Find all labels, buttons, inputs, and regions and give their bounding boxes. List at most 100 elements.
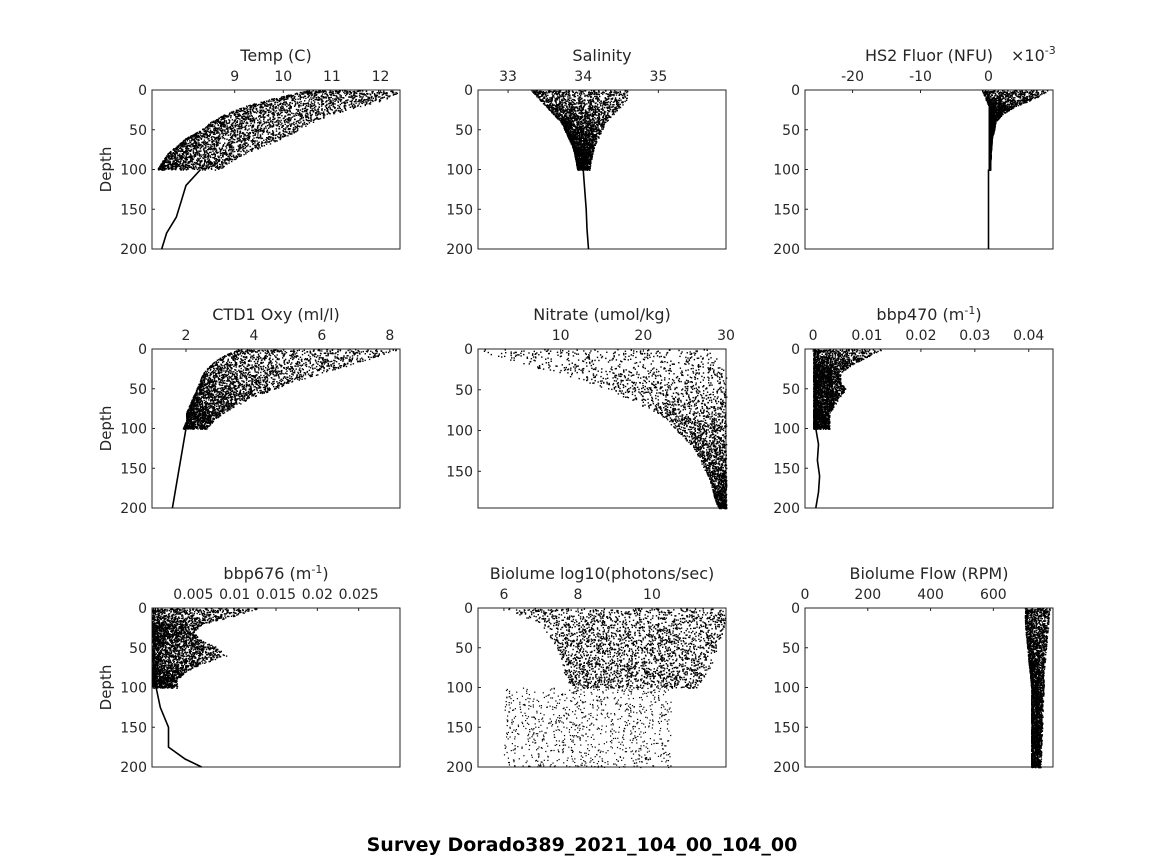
data-point: [578, 162, 580, 164]
data-point: [200, 150, 202, 152]
x-tick-label: 10: [274, 69, 292, 85]
data-point: [175, 147, 177, 149]
data-point: [216, 159, 218, 161]
data-point: [602, 109, 604, 111]
data-point: [173, 160, 175, 162]
data-point: [228, 149, 230, 151]
data-point: [302, 104, 304, 107]
data-point: [598, 121, 601, 124]
data-point: [165, 167, 168, 170]
data-point: [222, 123, 224, 125]
data-point: [311, 102, 313, 105]
data-point: [617, 91, 619, 94]
data-point: [184, 168, 186, 170]
data-point: [300, 121, 302, 123]
data-point: [251, 124, 254, 127]
data-point: [343, 105, 346, 107]
data-point: [209, 133, 211, 135]
data-point: [312, 111, 314, 113]
data-point: [561, 103, 563, 106]
data-point: [369, 103, 372, 105]
data-point: [266, 139, 268, 142]
data-point: [261, 104, 263, 106]
data-point: [189, 160, 191, 163]
data-point: [275, 134, 277, 137]
data-point: [181, 145, 183, 147]
data-point: [239, 148, 241, 150]
data-point: [218, 127, 221, 129]
data-point: [184, 144, 186, 146]
data-point: [612, 101, 615, 103]
data-point: [225, 154, 228, 156]
data-point: [371, 95, 373, 98]
data-point: [205, 147, 207, 149]
data-point: [251, 105, 253, 107]
data-point: [258, 116, 260, 118]
data-point: [332, 104, 334, 106]
data-point: [289, 106, 291, 108]
data-point: [290, 107, 292, 109]
data-point: [310, 95, 313, 97]
data-point: [348, 96, 350, 98]
data-point: [171, 168, 173, 170]
data-point: [218, 168, 220, 170]
data-point: [310, 92, 313, 94]
data-point: [332, 92, 335, 95]
data-point: [271, 121, 274, 123]
data-point: [204, 135, 206, 137]
data-point: [328, 105, 331, 107]
data-point: [271, 108, 273, 110]
data-point: [236, 128, 238, 130]
data-point: [320, 105, 323, 107]
data-point: [309, 111, 311, 114]
data-point: [204, 156, 206, 158]
data-point: [188, 149, 190, 152]
data-point: [168, 156, 170, 159]
data-point: [305, 110, 308, 113]
data-point: [169, 160, 171, 162]
data-point: [241, 126, 243, 129]
data-point: [186, 163, 188, 166]
data-point: [162, 160, 164, 163]
data-point: [188, 136, 190, 138]
data-point: [261, 103, 264, 105]
data-point: [375, 99, 377, 101]
data-point: [586, 141, 588, 143]
data-point: [299, 93, 301, 96]
data-point: [317, 91, 319, 94]
data-point: [190, 135, 192, 137]
data-point: [613, 113, 615, 116]
data-point: [243, 150, 245, 152]
data-point: [203, 163, 205, 165]
data-point: [249, 108, 252, 110]
data-point: [318, 98, 320, 101]
data-point: [337, 90, 340, 93]
data-point: [236, 115, 238, 118]
data-point: [279, 103, 281, 105]
data-point: [568, 105, 571, 108]
data-point: [184, 141, 187, 143]
data-point: [219, 122, 222, 124]
data-point: [368, 97, 371, 100]
data-point: [305, 103, 307, 105]
data-point: [285, 127, 287, 129]
data-point: [220, 166, 222, 168]
data-point: [269, 138, 271, 141]
data-point: [204, 133, 206, 136]
data-point: [286, 103, 288, 105]
data-point: [218, 138, 220, 141]
data-point: [210, 123, 212, 125]
data-point: [185, 142, 187, 144]
data-point: [307, 91, 310, 94]
data-point: [563, 119, 565, 122]
data-point: [281, 115, 283, 117]
data-point: [244, 133, 246, 136]
data-point: [595, 128, 597, 131]
data-point: [176, 154, 179, 156]
data-point: [299, 125, 301, 128]
data-point: [185, 147, 187, 150]
data-point: [218, 160, 221, 162]
data-point: [395, 91, 397, 94]
data-point: [321, 101, 323, 104]
data-point: [343, 102, 346, 104]
